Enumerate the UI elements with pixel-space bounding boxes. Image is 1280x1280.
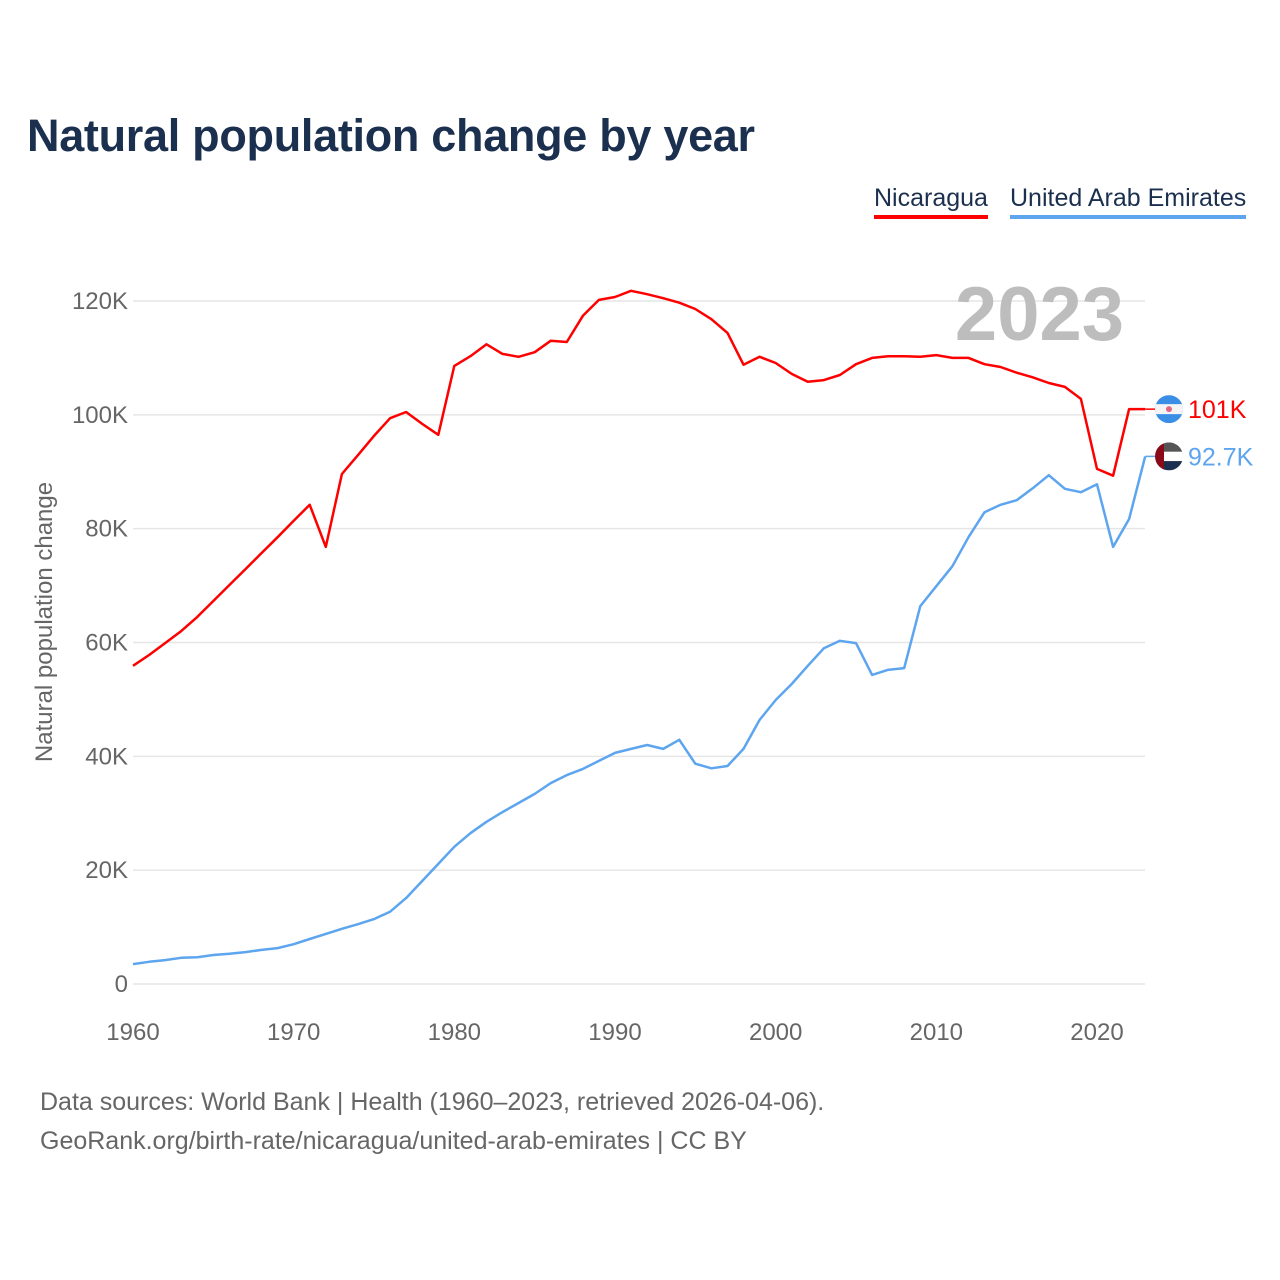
legend-item-nicaragua[interactable]: Nicaragua xyxy=(874,184,988,219)
end-value-label: 101K xyxy=(1188,396,1247,424)
x-tick-label: 1970 xyxy=(267,1019,320,1046)
y-axis-label: Natural population change xyxy=(31,482,58,762)
legend-item-united-arab-emirates[interactable]: United Arab Emirates xyxy=(1010,184,1247,219)
x-tick-label: 1990 xyxy=(588,1019,641,1046)
end-value-label: 92.7K xyxy=(1188,443,1254,471)
year-badge: 2023 xyxy=(955,272,1124,357)
x-tick-label: 2010 xyxy=(910,1019,963,1046)
x-tick-label: 2020 xyxy=(1070,1019,1123,1046)
y-tick-label: 120K xyxy=(72,288,128,315)
series-line-nicaragua xyxy=(132,289,1146,667)
y-tick-label: 20K xyxy=(85,857,128,884)
y-tick-label: 0 xyxy=(115,971,128,998)
footer-link[interactable]: GeoRank.org/birth-rate/nicaragua/united-… xyxy=(40,1127,747,1155)
chart-title: Natural population change by year xyxy=(27,110,755,161)
footer-source: Data sources: World Bank | Health (1960–… xyxy=(40,1088,825,1116)
y-tick-label: 100K xyxy=(72,402,128,429)
x-tick-label: 1980 xyxy=(428,1019,481,1046)
x-tick-label: 2000 xyxy=(749,1019,802,1046)
nicaragua-flag-icon xyxy=(1155,395,1183,424)
y-tick-label: 80K xyxy=(85,516,128,543)
uae-flag-icon xyxy=(1155,442,1183,471)
y-tick-label: 40K xyxy=(85,743,128,770)
series-line-united-arab-emirates xyxy=(132,456,1147,966)
x-tick-label: 1960 xyxy=(106,1019,159,1046)
y-tick-label: 60K xyxy=(85,630,128,657)
